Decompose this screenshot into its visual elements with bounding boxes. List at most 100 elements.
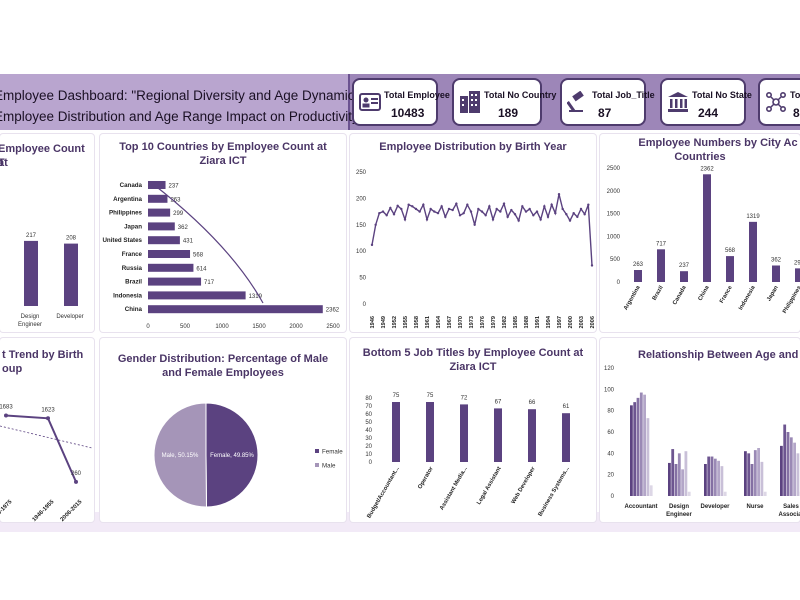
tick-label: Business Systems... [537, 466, 570, 518]
kpi-card-total-state[interactable]: Total No State 244 [660, 78, 752, 126]
data-label: 2362 [700, 166, 714, 172]
bar [684, 451, 688, 496]
bar [749, 221, 757, 282]
bar [671, 449, 675, 496]
tick-label: 1973 [469, 316, 475, 328]
panel-title: Gender Distribution: Percentage of Male [117, 353, 329, 365]
panel-title: Countries [674, 151, 726, 163]
bar [750, 464, 754, 496]
tick-label: 80 [607, 409, 614, 415]
tick-label: Web Developer [511, 465, 537, 505]
data-label: 72 [461, 395, 468, 401]
bar [772, 265, 780, 282]
data-label: Female, 49.85% [210, 453, 254, 459]
gender-pie-chart: Female, 49.85% Male, 50.15% Female Male [153, 402, 343, 508]
id-card-icon [357, 86, 383, 118]
kpi-card-total-country[interactable]: Total No Country 189 [452, 78, 556, 126]
data-point [46, 416, 50, 421]
tick-label: 2006-2015 [60, 499, 84, 522]
data-label: 208 [66, 236, 77, 242]
data-point [411, 205, 414, 208]
bar [783, 424, 787, 496]
bar [786, 432, 790, 496]
data-label: 717 [656, 241, 667, 247]
kpi-card-total-employee[interactable]: Total Employee 10483 [352, 78, 450, 126]
tick-label: 250 [356, 170, 367, 176]
tick-label: 1500 [252, 324, 266, 330]
data-point [447, 207, 451, 211]
birth-year-line-chart: 0 50 100 150 200 250 1946 1949 1952 1955 1958 1961 1… [356, 170, 596, 328]
tick-label: Assistant Media... [439, 466, 469, 512]
bar [704, 464, 707, 496]
tick-label: 1976 [480, 316, 486, 328]
bar [789, 437, 793, 496]
tick-label: Indonesia [113, 292, 142, 299]
pie-slice [153, 402, 207, 508]
panel-title: and Female Employees [162, 367, 284, 379]
tick-label: 10 [365, 452, 372, 458]
data-label: 263 [170, 197, 181, 203]
panel-title: Bottom 5 Job Titles by Employee Count at [362, 347, 584, 359]
bar [148, 277, 202, 286]
bar [657, 249, 665, 282]
data-point [539, 218, 542, 221]
data-point [513, 213, 517, 216]
tick-label: France [122, 251, 143, 258]
bar [668, 462, 671, 496]
title-line-2: Employee Distribution and Age Range Impa… [0, 109, 359, 124]
data-point [469, 210, 473, 213]
tick-label: Sales [783, 504, 799, 510]
bar [710, 456, 714, 496]
data-point [370, 243, 374, 247]
data-point [546, 215, 550, 219]
data-point [381, 210, 385, 213]
bar [148, 194, 168, 203]
tick-label: 0 [369, 460, 373, 466]
series-line [371, 194, 593, 266]
tick-label: 1964 [436, 315, 442, 328]
bar [707, 456, 711, 496]
bar [796, 453, 800, 496]
data-point [510, 208, 513, 212]
bar [780, 445, 783, 496]
tick-label: Budget/Accountant... [366, 466, 401, 520]
bar [64, 243, 78, 306]
data-point [455, 202, 458, 205]
tick-label: 1958 [414, 316, 420, 328]
tick-label: 2500 [326, 324, 340, 330]
tick-label: 2006 [590, 316, 596, 328]
data-point [554, 211, 557, 215]
data-point [524, 210, 528, 213]
data-point [473, 223, 476, 226]
bar [630, 405, 633, 496]
bar [681, 469, 684, 496]
data-label: Male, 50.15% [162, 453, 199, 459]
data-point [532, 214, 535, 217]
data-point [389, 206, 392, 210]
panel-trend-birth: t Trend by Birth oup 1683 1623 260 1966-197… [0, 338, 94, 522]
bar [649, 485, 653, 496]
kpi-card-total-job-title[interactable]: Total Job_Title 87 [560, 78, 655, 126]
tick-label: 1979 [491, 316, 497, 328]
tick-label: 20 [607, 473, 614, 479]
kpi-card-total-partial[interactable]: Total 8 [758, 78, 800, 126]
data-label: 568 [725, 248, 736, 254]
data-point [392, 213, 396, 216]
tick-label: 1000 [607, 234, 621, 240]
data-point [407, 203, 410, 206]
data-label: 61 [563, 404, 570, 410]
data-point [488, 205, 491, 208]
data-label: 362 [771, 257, 782, 263]
gavel-icon [565, 86, 591, 118]
data-point [587, 203, 590, 206]
tick-label: 0 [617, 280, 621, 286]
panel-city-countries: Employee Numbers by City Ac Countries 0 5… [600, 134, 800, 332]
data-point [444, 215, 447, 219]
panel-title: Employee Numbers by City Ac [638, 137, 798, 149]
tick-label: Argentina [113, 196, 142, 203]
data-point [458, 214, 462, 217]
tick-label: Indonesia [738, 284, 757, 311]
data-label: 237 [679, 263, 690, 269]
tick-label: 1994 [546, 315, 552, 328]
data-point [535, 210, 539, 213]
